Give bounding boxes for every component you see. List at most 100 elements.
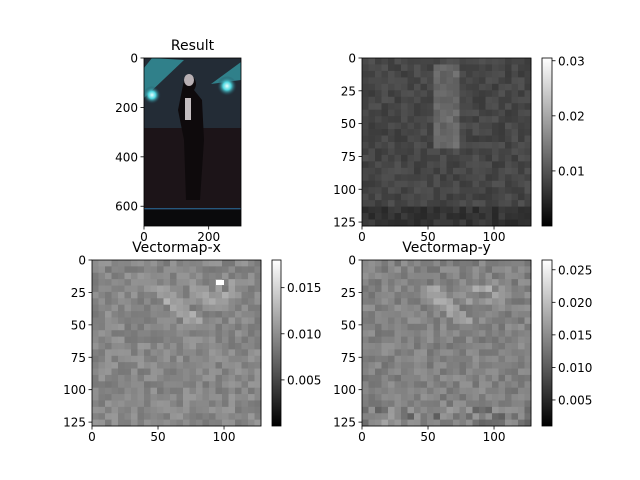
heatmap-cell <box>499 298 506 305</box>
heatmap-cell <box>177 375 184 382</box>
heatmap-cell <box>479 298 486 305</box>
heatmap-cell <box>453 97 460 104</box>
heatmap-cell <box>499 116 506 123</box>
heatmap-cell <box>209 311 216 318</box>
heatmap-cell <box>362 292 369 299</box>
heatmap-cell <box>473 116 480 123</box>
heatmap-cell <box>408 394 415 401</box>
heatmap-cell <box>369 181 376 188</box>
heatmap-cell <box>242 356 249 363</box>
heatmap-cell <box>144 260 151 267</box>
heatmap-cell <box>118 279 125 286</box>
heatmap-cell <box>177 413 184 420</box>
heatmap-cell <box>222 305 229 312</box>
heatmap-cell <box>518 356 525 363</box>
heatmap-cell <box>395 286 402 293</box>
heatmap-cell <box>144 343 151 350</box>
heatmap-cell <box>125 400 132 407</box>
heatmap-cell <box>362 129 369 136</box>
y-tick-label: 50 <box>341 117 356 131</box>
heatmap-cell <box>375 207 382 214</box>
heatmap-cell <box>92 260 99 267</box>
heatmap-cell <box>216 413 223 420</box>
heatmap-cell <box>512 64 519 71</box>
heatmap-cell <box>440 174 447 181</box>
heatmap-cell <box>447 142 454 149</box>
heatmap-cell <box>453 286 460 293</box>
heatmap-cell <box>518 317 525 324</box>
heatmap-cell <box>499 168 506 175</box>
heatmap-cell <box>525 394 532 401</box>
heatmap-cell <box>388 71 395 78</box>
heatmap-cell <box>362 64 369 71</box>
heatmap-cell <box>486 103 493 110</box>
heatmap-cell <box>492 200 499 207</box>
heatmap-cell <box>125 266 132 273</box>
heatmap-cell <box>369 200 376 207</box>
heatmap-cell <box>486 273 493 280</box>
heatmap-cell <box>395 77 402 84</box>
heatmap-cell <box>157 375 164 382</box>
heatmap-cell <box>525 148 532 155</box>
heatmap-cell <box>92 298 99 305</box>
heatmap-cell <box>125 375 132 382</box>
heatmap-cell <box>138 388 145 395</box>
heatmap-cell <box>255 286 262 293</box>
heatmap-cell <box>434 330 441 337</box>
heatmap-cell <box>505 324 512 331</box>
heatmap-cell <box>440 129 447 136</box>
heatmap-cell <box>375 103 382 110</box>
heatmap-cell <box>460 220 467 227</box>
heatmap-cell <box>388 279 395 286</box>
heatmap-cell <box>492 129 499 136</box>
heatmap-cell <box>248 324 255 331</box>
heatmap-cell <box>421 142 428 149</box>
heatmap-cell <box>375 213 382 220</box>
heatmap-cell <box>151 343 158 350</box>
heatmap-cell <box>99 305 106 312</box>
heatmap-cell <box>518 343 525 350</box>
heatmap-cell <box>235 356 242 363</box>
heatmap-cell <box>125 273 132 280</box>
heatmap-cell <box>92 420 99 427</box>
heatmap-cell <box>518 407 525 414</box>
heatmap-cell <box>216 286 223 293</box>
heatmap-cell <box>512 330 519 337</box>
heatmap-cell <box>118 407 125 414</box>
heatmap-cell <box>235 407 242 414</box>
heatmap-cell <box>92 337 99 344</box>
heatmap-cell <box>395 187 402 194</box>
heatmap-cell <box>248 369 255 376</box>
heatmap-cell <box>395 168 402 175</box>
heatmap-cell <box>395 343 402 350</box>
heatmap-cell <box>395 116 402 123</box>
heatmap-cell <box>518 369 525 376</box>
heatmap-cell <box>512 407 519 414</box>
heatmap-cell <box>203 286 210 293</box>
heatmap-cell <box>447 375 454 382</box>
heatmap-cell <box>499 97 506 104</box>
colorbar-tick-label: 0.02 <box>558 109 585 123</box>
heatmap-cell <box>408 324 415 331</box>
heatmap-cell <box>492 110 499 117</box>
heatmap-cell <box>92 400 99 407</box>
heatmap-cell <box>479 84 486 91</box>
heatmap-cell <box>408 220 415 227</box>
heatmap-cell <box>105 349 112 356</box>
heatmap-cell <box>421 64 428 71</box>
heatmap-cell <box>183 317 190 324</box>
heatmap-cell <box>421 381 428 388</box>
heatmap-cell <box>216 388 223 395</box>
heatmap-cell <box>388 394 395 401</box>
heatmap-cell <box>440 324 447 331</box>
heatmap-cell <box>375 381 382 388</box>
heatmap-cell <box>369 103 376 110</box>
heatmap-cell <box>486 123 493 130</box>
y-tick-label: 0 <box>348 52 356 66</box>
heatmap-cell <box>112 305 119 312</box>
heatmap-cell <box>401 174 408 181</box>
heatmap-cell <box>460 161 467 168</box>
heatmap-cell <box>473 266 480 273</box>
heatmap-cell <box>460 110 467 117</box>
heatmap-cell <box>414 292 421 299</box>
